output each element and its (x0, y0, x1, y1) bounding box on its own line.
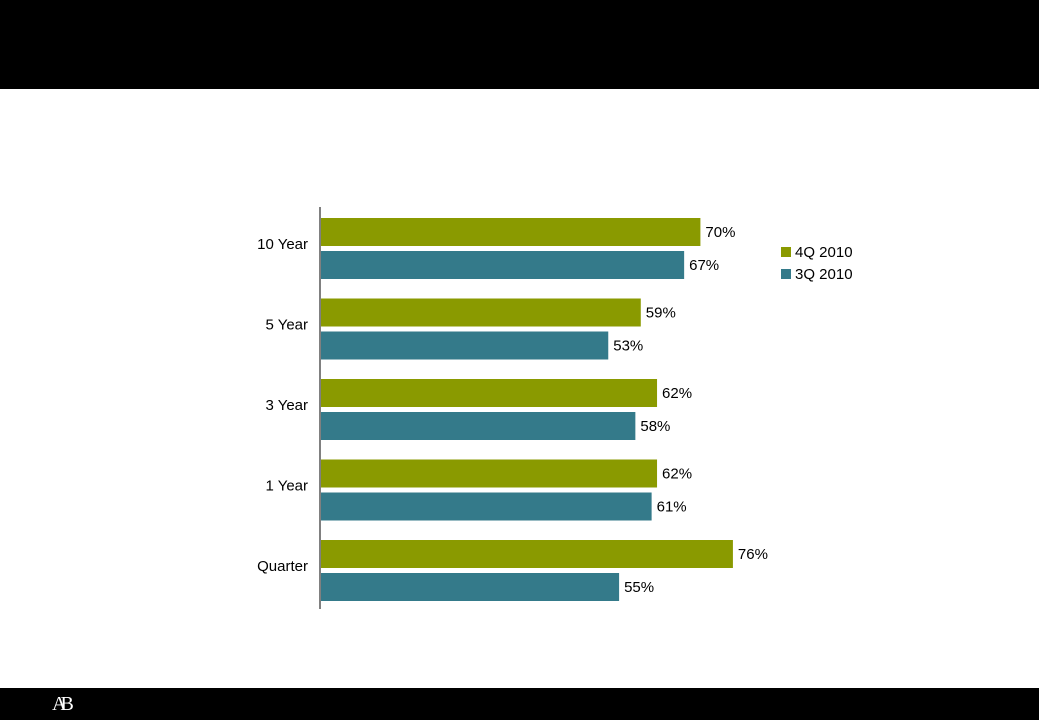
footer-bar (0, 688, 1039, 720)
data-label: 58% (640, 418, 670, 435)
bar-3q-2010 (321, 412, 636, 440)
category-label: Quarter (257, 558, 308, 575)
header-bar (0, 0, 1039, 89)
legend: 4Q 2010 3Q 2010 (781, 244, 853, 283)
category-label: 3 Year (265, 397, 308, 414)
legend-label: 3Q 2010 (795, 266, 853, 283)
bar-3q-2010 (321, 251, 685, 279)
bar-4q-2010 (321, 459, 658, 488)
bars-layer: 10 Year 70% 67% 5 Year 59%53% 3 Year 62% 58% 1 Y… (257, 218, 768, 601)
bar-4q-2010 (321, 540, 733, 568)
data-label: 62% (662, 385, 692, 402)
bar-3q-2010 (321, 331, 609, 360)
category-label: 5 Year (265, 317, 308, 334)
bar-3q-2010 (321, 573, 620, 601)
data-label: 67% (689, 257, 719, 274)
category-label: 10 Year (257, 236, 308, 253)
legend-swatch (781, 269, 791, 279)
data-label: 62% (662, 466, 692, 483)
bar-4q-2010 (321, 379, 658, 407)
bar-4q-2010 (321, 298, 641, 327)
data-label: 53% (613, 338, 643, 355)
data-label: 76% (738, 546, 768, 563)
company-logo: AB (52, 693, 74, 715)
bar-3q-2010 (321, 492, 652, 521)
data-label: 55% (624, 579, 654, 596)
legend-label: 4Q 2010 (795, 244, 853, 261)
category-label: 1 Year (265, 478, 308, 495)
bar-4q-2010 (321, 218, 701, 246)
legend-swatch (781, 247, 791, 257)
data-label: 61% (657, 499, 687, 516)
data-label: 70% (705, 224, 735, 241)
data-label: 59% (646, 305, 676, 322)
